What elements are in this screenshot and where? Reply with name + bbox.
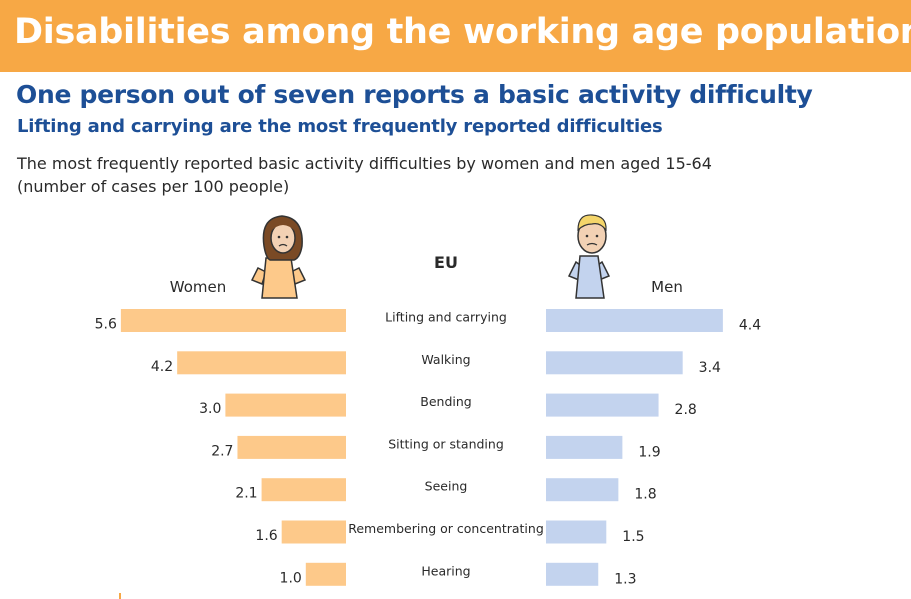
men-value-label: 1.5 [622, 529, 644, 545]
women-bar [177, 351, 346, 375]
women-value-label: 1.0 [280, 570, 302, 586]
man-figure-icon [567, 214, 611, 299]
men-bar [546, 520, 607, 544]
bars-layer: 5.6 4.4 Lifting and carrying 4.2 3.4 Walking 3… [95, 309, 761, 587]
men-bar [546, 435, 623, 459]
category-label: Sitting or standing [388, 436, 504, 451]
category-label: Hearing [421, 563, 470, 578]
chart-title: EU [434, 253, 458, 272]
description-line-2: (number of cases per 100 people) [17, 177, 290, 196]
men-value-label: 1.8 [634, 487, 656, 503]
men-bar [546, 351, 683, 375]
women-value-label: 2.7 [211, 443, 233, 459]
men-value-label: 3.4 [699, 360, 721, 376]
legend-men: Men [651, 278, 683, 296]
woman-figure-icon [250, 215, 307, 299]
women-bar [225, 393, 346, 417]
women-value-label: 2.1 [235, 486, 257, 502]
women-value-label: 5.6 [95, 317, 117, 333]
women-value-label: 3.0 [199, 401, 221, 417]
men-bar [546, 309, 723, 332]
legend-women: Women [170, 278, 226, 296]
category-label: Remembering or concentrating [348, 521, 544, 536]
women-value-label: 1.6 [255, 528, 277, 544]
women-bar [237, 435, 346, 459]
men-value-label: 4.4 [739, 318, 761, 334]
men-value-label: 1.9 [638, 444, 660, 460]
men-value-label: 1.3 [614, 571, 636, 587]
women-bar [261, 478, 346, 502]
footer-tick [119, 593, 121, 599]
women-bar [281, 520, 346, 544]
category-label: Seeing [425, 479, 468, 494]
women-bar [120, 309, 346, 332]
men-bar [546, 478, 619, 502]
men-bar [546, 562, 599, 586]
men-bar [546, 393, 659, 417]
page-title: Disabilities among the working age popul… [14, 12, 911, 52]
women-bar [305, 562, 346, 586]
headline: One person out of seven reports a basic … [16, 80, 813, 109]
men-value-label: 2.8 [675, 402, 697, 418]
category-label: Walking [421, 352, 470, 367]
title-banner: Disabilities among the working age popul… [0, 0, 911, 72]
description-line-1: The most frequently reported basic activ… [17, 154, 712, 173]
category-label: Bending [420, 394, 471, 409]
category-label: Lifting and carrying [385, 310, 507, 325]
subheadline: Lifting and carrying are the most freque… [17, 116, 663, 137]
women-value-label: 4.2 [151, 359, 173, 375]
chart-description: The most frequently reported basic activ… [17, 152, 712, 198]
